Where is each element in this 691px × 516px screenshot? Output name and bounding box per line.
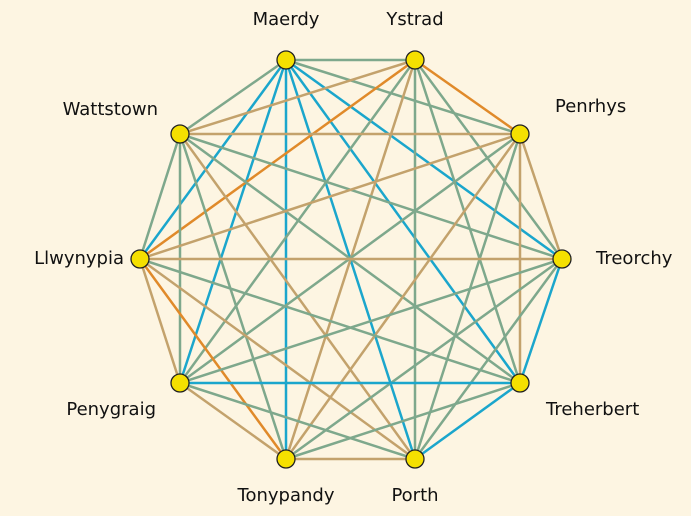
edge bbox=[179, 381, 287, 461]
edge bbox=[139, 132, 521, 261]
node-label: Treorchy bbox=[595, 248, 673, 269]
edge bbox=[518, 258, 564, 384]
edge bbox=[414, 58, 521, 136]
node-label: Penrhys bbox=[555, 96, 626, 117]
edge bbox=[179, 257, 563, 385]
edge bbox=[518, 133, 564, 260]
edge bbox=[284, 133, 522, 460]
node bbox=[276, 50, 296, 70]
edge bbox=[138, 258, 288, 460]
edge bbox=[139, 257, 416, 461]
edge bbox=[139, 257, 521, 385]
node bbox=[510, 124, 530, 144]
edge bbox=[138, 258, 182, 384]
node bbox=[510, 373, 530, 393]
node-label: Ystrad bbox=[385, 9, 443, 30]
node bbox=[130, 249, 150, 269]
edge bbox=[178, 59, 288, 384]
node bbox=[170, 373, 190, 393]
node bbox=[552, 249, 572, 269]
edge bbox=[139, 58, 416, 261]
node-label: Penygraig bbox=[66, 399, 156, 420]
node-label: Maerdy bbox=[253, 9, 320, 30]
edge bbox=[179, 132, 563, 261]
node bbox=[276, 449, 296, 469]
edge bbox=[285, 381, 521, 461]
edge bbox=[413, 133, 522, 460]
edge bbox=[179, 58, 416, 136]
edge bbox=[178, 133, 288, 460]
node-label: Treherbert bbox=[545, 399, 639, 420]
node-label: Wattstown bbox=[63, 99, 158, 120]
edge bbox=[413, 59, 564, 260]
edge bbox=[413, 258, 564, 460]
edge bbox=[284, 59, 522, 384]
edge bbox=[138, 133, 182, 260]
edge bbox=[414, 381, 521, 461]
edge bbox=[179, 58, 287, 136]
nodes: Maerdy Ystrad Penrhys Treorchy Treherbert Por… bbox=[34, 9, 673, 506]
node bbox=[170, 124, 190, 144]
edge bbox=[285, 257, 563, 461]
node-label: Porth bbox=[391, 485, 438, 506]
node bbox=[405, 449, 425, 469]
edges bbox=[138, 58, 564, 461]
node bbox=[405, 50, 425, 70]
edge bbox=[179, 381, 416, 461]
edge bbox=[413, 59, 522, 384]
node-label: Tonypandy bbox=[237, 485, 335, 506]
node-label: Llwynypia bbox=[34, 248, 124, 269]
edge bbox=[285, 58, 563, 261]
